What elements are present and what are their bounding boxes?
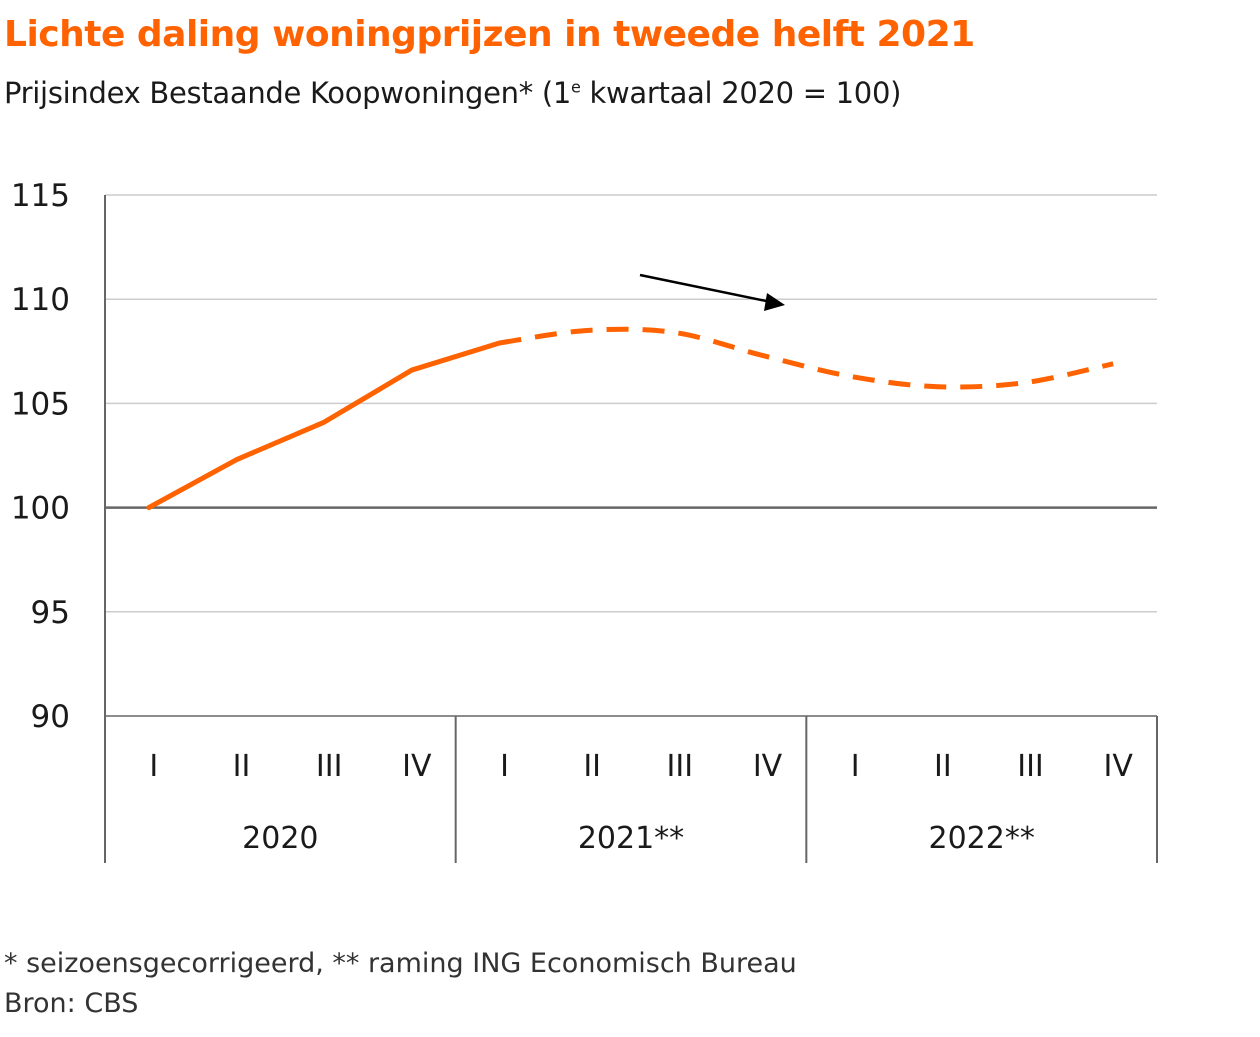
y-tick-label: 100: [11, 491, 70, 527]
source-note: Bron: CBS: [4, 988, 139, 1019]
group-label: 2022**: [928, 821, 1034, 856]
y-tick-label: 115: [11, 178, 70, 214]
group-label: 2020: [242, 821, 318, 856]
footnote: * seizoensgecorrigeerd, ** raming ING Ec…: [4, 948, 797, 979]
y-tick-label: 90: [31, 699, 70, 735]
x-tick-label: I: [500, 749, 509, 784]
x-tick-label: III: [1017, 749, 1044, 784]
chart-title: Lichte daling woningprijzen in tweede he…: [4, 14, 975, 55]
x-tick-label: I: [149, 749, 158, 784]
x-tick-label: III: [667, 749, 694, 784]
y-tick-label: 95: [31, 595, 70, 631]
x-tick-label: III: [316, 749, 343, 784]
x-tick-label: II: [934, 749, 952, 784]
x-tick-label: IV: [753, 749, 783, 784]
annotation-arrow-head: [764, 293, 785, 311]
subtitle-superscript: e: [571, 77, 581, 97]
series-line-forecast: [499, 326, 1114, 390]
subtitle-prefix: Prijsindex Bestaande Koopwoningen* (1: [4, 76, 572, 110]
subtitle-suffix: kwartaal 2020 = 100): [580, 76, 902, 110]
x-tick-label: II: [583, 749, 601, 784]
x-tick-label: IV: [402, 749, 432, 784]
x-tick-label: II: [233, 749, 251, 784]
x-tick-label: IV: [1103, 749, 1133, 784]
series-line-actual: [146, 340, 502, 511]
x-tick-label: I: [851, 749, 860, 784]
group-label: 2021**: [578, 821, 684, 856]
chart-subtitle: Prijsindex Bestaande Koopwoningen* (1e k…: [4, 76, 901, 110]
annotation-arrow-shaft: [639, 273, 772, 304]
y-tick-label: 105: [11, 386, 70, 422]
y-tick-label: 110: [11, 282, 70, 318]
